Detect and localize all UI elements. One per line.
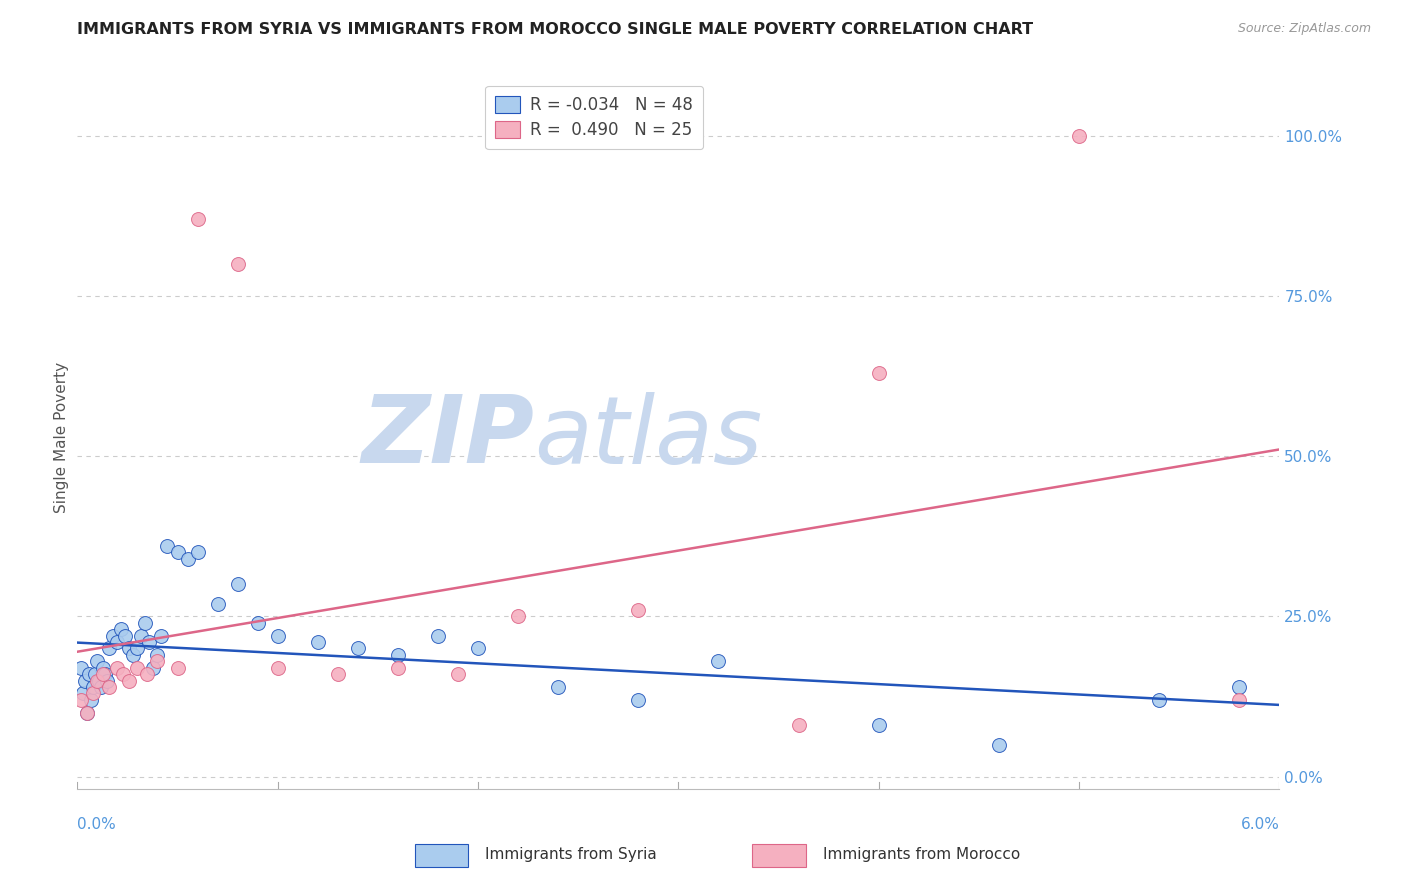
Point — [387, 661, 409, 675]
Point — [307, 635, 329, 649]
Point — [246, 615, 269, 630]
Point — [1229, 680, 1251, 694]
Point — [82, 680, 104, 694]
Point — [98, 680, 121, 694]
Text: atlas: atlas — [534, 392, 762, 483]
Point — [86, 673, 108, 688]
Point — [267, 661, 290, 675]
Point — [142, 661, 165, 675]
Point — [547, 680, 569, 694]
Point — [75, 673, 97, 688]
Point — [447, 667, 470, 681]
Point — [1229, 692, 1251, 706]
Point — [76, 706, 98, 720]
Text: 0.0%: 0.0% — [77, 817, 117, 831]
Point — [82, 686, 104, 700]
Point — [508, 609, 530, 624]
Point — [347, 641, 370, 656]
Point — [166, 661, 188, 675]
Point — [96, 673, 118, 688]
Point — [467, 641, 489, 656]
Point — [326, 667, 349, 681]
Point — [427, 629, 450, 643]
Point — [387, 648, 409, 662]
Point — [89, 673, 111, 688]
Point — [156, 539, 179, 553]
Point — [146, 648, 169, 662]
Text: Immigrants from Syria: Immigrants from Syria — [485, 847, 657, 862]
Point — [118, 673, 141, 688]
Point — [127, 641, 149, 656]
Point — [94, 667, 117, 681]
Point — [110, 622, 132, 636]
Point — [988, 738, 1011, 752]
Text: 6.0%: 6.0% — [1240, 817, 1279, 831]
Point — [70, 661, 93, 675]
Point — [118, 641, 141, 656]
Point — [187, 545, 209, 559]
Point — [166, 545, 188, 559]
Point — [707, 654, 730, 668]
Point — [103, 629, 125, 643]
Point — [90, 680, 112, 694]
Point — [79, 667, 101, 681]
Point — [86, 654, 108, 668]
Text: ZIP: ZIP — [361, 391, 534, 483]
Point — [122, 648, 145, 662]
Point — [93, 661, 115, 675]
Point — [134, 615, 156, 630]
Point — [187, 212, 209, 227]
Point — [98, 641, 121, 656]
Point — [627, 603, 650, 617]
Text: Source: ZipAtlas.com: Source: ZipAtlas.com — [1237, 22, 1371, 36]
Point — [127, 661, 149, 675]
Point — [84, 667, 107, 681]
Text: IMMIGRANTS FROM SYRIA VS IMMIGRANTS FROM MOROCCO SINGLE MALE POVERTY CORRELATION: IMMIGRANTS FROM SYRIA VS IMMIGRANTS FROM… — [77, 22, 1033, 37]
Point — [787, 718, 810, 732]
Point — [80, 692, 103, 706]
Point — [76, 706, 98, 720]
Point — [207, 597, 229, 611]
Point — [226, 577, 249, 591]
Point — [114, 629, 136, 643]
Point — [72, 686, 94, 700]
Point — [112, 667, 135, 681]
Point — [136, 667, 159, 681]
Point — [627, 692, 650, 706]
Point — [226, 257, 249, 271]
Point — [868, 366, 890, 380]
Point — [150, 629, 173, 643]
Point — [1069, 128, 1091, 143]
Point — [107, 661, 129, 675]
Text: Immigrants from Morocco: Immigrants from Morocco — [823, 847, 1019, 862]
Legend: R = -0.034   N = 48, R =  0.490   N = 25: R = -0.034 N = 48, R = 0.490 N = 25 — [485, 86, 703, 149]
Y-axis label: Single Male Poverty: Single Male Poverty — [53, 361, 69, 513]
Point — [1149, 692, 1171, 706]
Point — [868, 718, 890, 732]
Point — [138, 635, 160, 649]
Point — [131, 629, 153, 643]
Point — [107, 635, 129, 649]
Point — [267, 629, 290, 643]
Point — [176, 551, 198, 566]
Point — [93, 667, 115, 681]
Point — [146, 654, 169, 668]
Point — [70, 692, 93, 706]
